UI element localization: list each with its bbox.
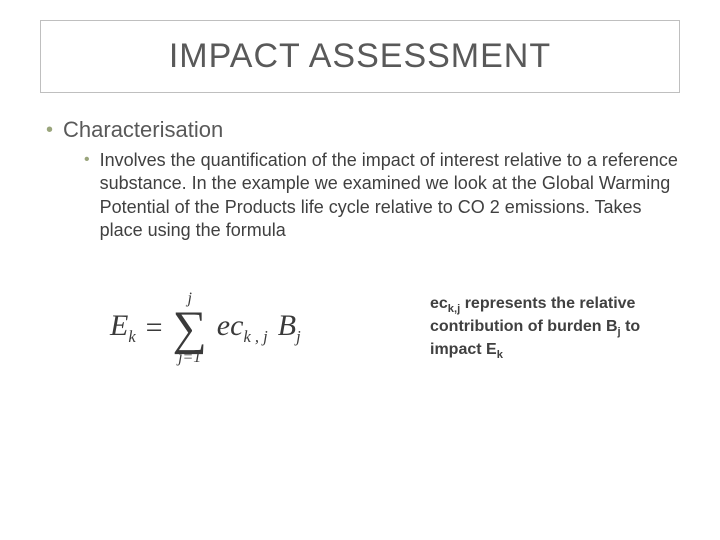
bullet-l2-text: Involves the quantification of the impac… [100, 149, 680, 243]
formula-term1-base: ec [217, 309, 244, 342]
bullet-level-1: • Characterisation [46, 117, 680, 143]
bullet-level-2: • Involves the quantification of the imp… [84, 149, 680, 243]
formula-term2: Bj [278, 309, 301, 347]
summation-icon: j ∑ j=1 [173, 291, 207, 366]
formula-term1: eck , j [217, 309, 268, 347]
bullet-dot-icon: • [46, 117, 53, 143]
sum-lower-limit: j=1 [178, 350, 201, 366]
bullet-dot-icon: • [84, 149, 90, 171]
slide: IMPACT ASSESSMENT • Characterisation • I… [0, 0, 720, 540]
title-box: IMPACT ASSESSMENT [40, 20, 680, 93]
bullet-l1-text: Characterisation [63, 117, 223, 143]
explain-sub-kj: k,j [448, 303, 460, 315]
formula-term1-sub: k , j [243, 327, 267, 346]
sigma-symbol: ∑ [173, 307, 207, 350]
explain-mid1: represents the relative contribution of … [430, 295, 635, 335]
formula-term2-sub: j [296, 327, 301, 346]
formula-lhs: Ek [110, 309, 136, 347]
formula-lhs-base: E [110, 309, 128, 342]
equals-sign: = [146, 311, 163, 345]
explain-ec: ec [430, 295, 448, 312]
formula-lhs-sub: k [128, 327, 135, 346]
formula: Ek = j ∑ j=1 eck , j Bj [110, 291, 301, 366]
explain-sub-k: k [497, 349, 503, 361]
formula-row: Ek = j ∑ j=1 eck , j Bj eck,j represents… [40, 291, 680, 366]
formula-explanation: eck,j represents the relative contributi… [430, 294, 670, 362]
slide-title: IMPACT ASSESSMENT [65, 37, 655, 76]
formula-term2-base: B [278, 309, 296, 342]
